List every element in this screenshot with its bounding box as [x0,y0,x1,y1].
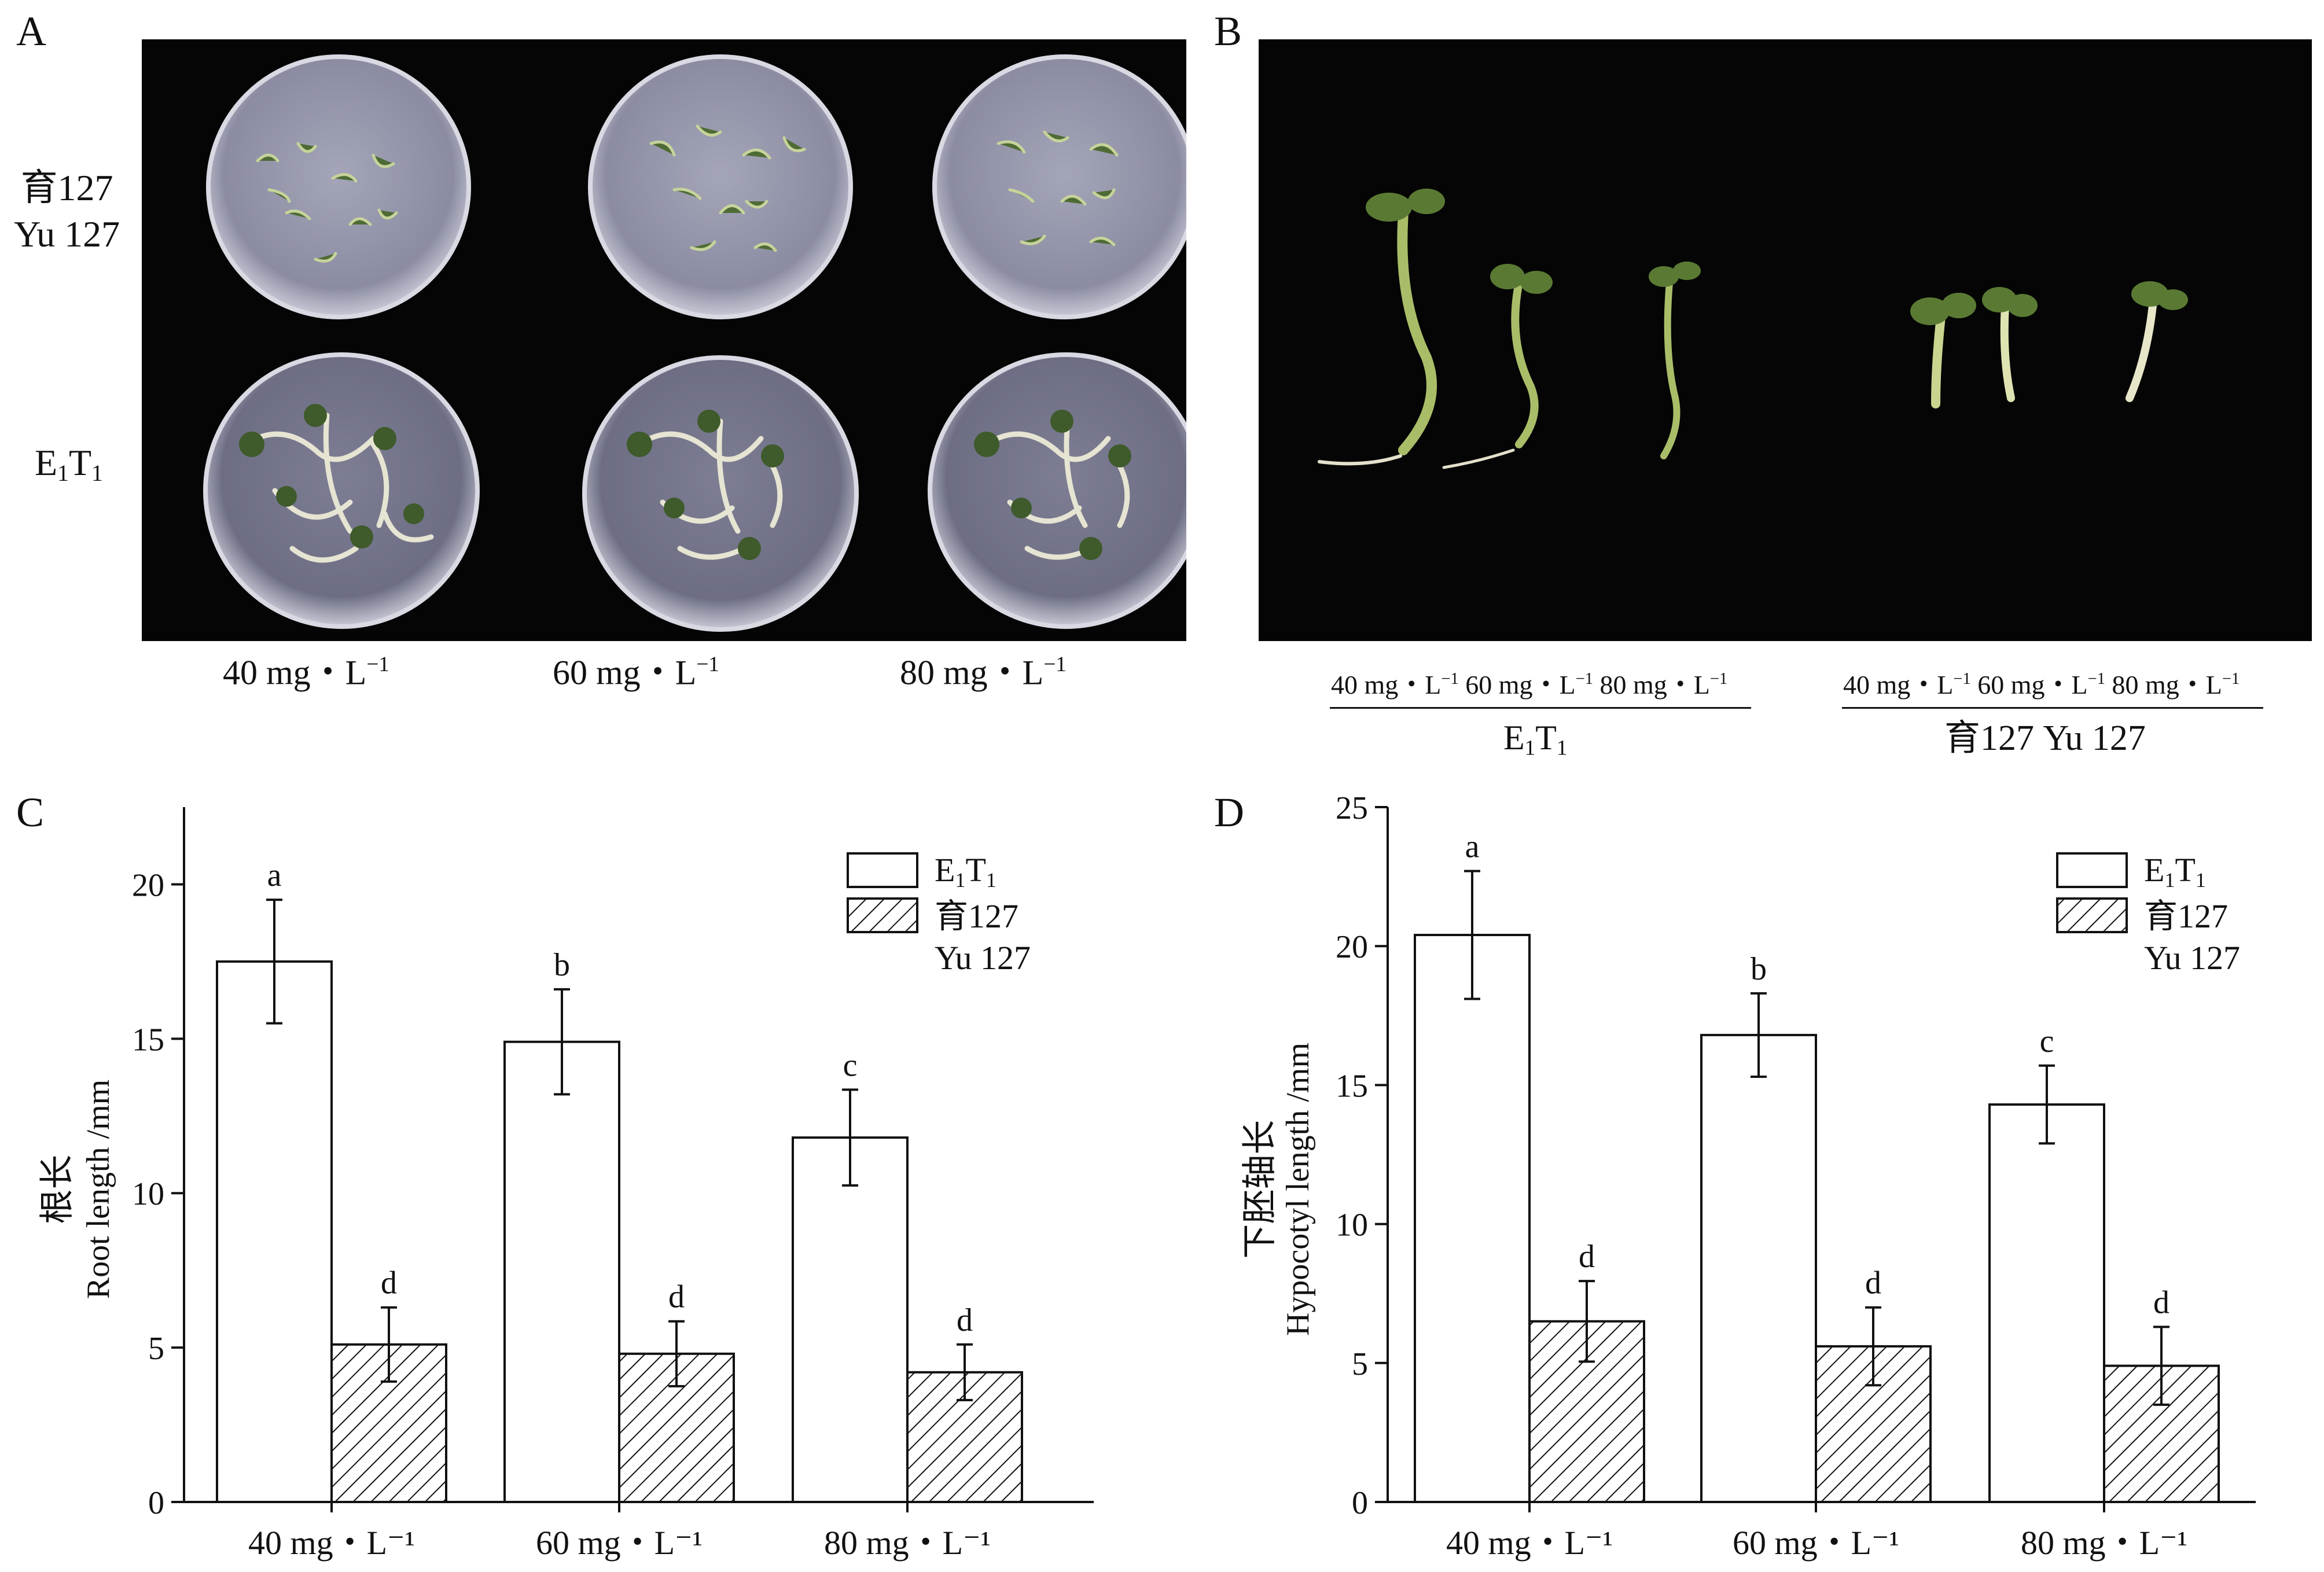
row-e1t1-sub2: 1 [91,460,103,486]
conc-label-a-80: 80 mg・L−1 [900,653,1067,692]
y-tick-label-20: 20 [1336,929,1368,965]
seedlings-bottom [243,413,1130,563]
y-tick-label-0: 0 [1352,1485,1368,1521]
plate-yu-40 [206,54,471,319]
y-axis-label: 根长 Root length /mm [38,1080,116,1299]
bar-e1t1-1 [1700,1033,1817,1503]
legend-swatch-e1t1 [847,852,918,888]
y-tick-label-0: 0 [148,1485,164,1521]
x-tick-label-1: 60 mg・L⁻¹ [536,1524,703,1562]
significance-letter-0-2: c [2040,1024,2054,1059]
row-e1t1-sub1: 1 [57,460,69,486]
legend: E1T1 育127 Yu 127 [2056,851,2240,977]
legend-label-e1t1: E1T1 [935,851,996,892]
conc-labels-b-yu127: 40 mg・L−1 60 mg・L−1 80 mg・L−1 [1843,670,2240,700]
photo-petri-dishes [142,39,1186,641]
plate-e1t1-40 [203,352,480,629]
y-tick-label-5: 5 [1352,1346,1368,1382]
row-label-yu127: 育127 Yu 127 [14,165,120,257]
cotyledons-bottom [239,404,1131,560]
panel-letter-c: C [16,789,45,835]
conc-label-a-60: 60 mg・L−1 [553,653,719,692]
panel-letter-b: B [1214,8,1242,54]
cotyledons-b [1366,189,2188,325]
row-e1t1-e: E [35,442,58,483]
y-tick-label-15: 15 [132,1022,164,1058]
row-label-yu127-en: Yu 127 [14,213,120,255]
legend: E1T1 育127 Yu 127 [847,851,1031,977]
conc-label-a-40: 40 mg・L−1 [223,653,389,692]
significance-letter-1-2: d [2153,1284,2169,1320]
legend-swatch-yu127 [847,897,918,933]
significance-letter-0-0: a [1465,829,1480,864]
legend-swatch-yu127 [2056,897,2128,933]
seedlings-top [256,124,1119,263]
legend-label-yu127-cn: 育127 [2144,897,2228,935]
row-e1t1-t: T [68,442,92,483]
bar-e1t1-2 [792,1136,909,1503]
significance-letter-1-0: d [1579,1239,1595,1275]
legend-label-yu127-en: Yu 127 [2144,939,2240,977]
significance-letter-0-1: b [554,947,570,983]
chart-hypocotyl-length: 0 5 10 15 20 25 下胚轴长 Hypocotyl length /mm a b c d d d… [1241,790,2256,1562]
bar-e1t1-2 [1988,1103,2105,1503]
legend-label-yu127-cn: 育127 [935,897,1018,935]
y-axis-label-en: Hypocotyl length /mm [1280,1043,1316,1336]
y-axis-label-cn: 根长 [38,1155,76,1224]
y-axis-label-en: Root length /mm [80,1080,116,1299]
plate-yu-80 [932,54,1186,319]
seedlings-b [1318,208,2157,469]
conc-labels-b-e1t1: 40 mg・L−1 60 mg・L−1 80 mg・L−1 [1331,670,1728,700]
x-tick-label-2: 80 mg・L⁻¹ [2021,1524,2187,1562]
y-tick-label-10: 10 [1336,1207,1368,1243]
legend-swatch-e1t1 [2056,852,2128,888]
legend-label-yu127-en: Yu 127 [935,939,1031,977]
row-label-yu127-cn: 育127 [20,167,113,208]
significance-letter-1-1: d [668,1279,685,1315]
panel-letter-a: A [16,8,46,54]
bar-e1t1-0 [216,960,333,1503]
group-label-b-yu127: 育127 Yu 127 [1944,719,2146,758]
legend-label-e1t1: E1T1 [2144,851,2206,892]
row-label-e1t1: E1T1 [35,440,103,488]
x-tick-label-0: 40 mg・L⁻¹ [248,1524,415,1562]
seedlings-illustration [1318,189,2188,469]
y-tick-label-25: 25 [1336,790,1368,826]
group-label-b-e1t1: E1T1 [1503,719,1568,760]
panel-letter-d: D [1214,789,1244,835]
x-tick-label-0: 40 mg・L⁻¹ [1446,1524,1613,1562]
bar-e1t1-0 [1414,933,1531,1503]
plate-e1t1-80 [928,352,1186,629]
photo-seedlings [1259,39,2312,641]
significance-letter-1-1: d [1865,1265,1881,1301]
significance-letter-1-2: d [957,1302,973,1338]
significance-letter-0-1: b [1751,951,1767,987]
petri-dishes-illustration [203,54,1186,632]
underline-b-yu127 [1842,707,2263,709]
significance-letter-0-2: c [843,1047,858,1083]
chart-root-length: 0 5 10 15 20 根长 Root length /mm a b c d d d 40 mg・L⁻¹… [38,807,1094,1562]
plate-yu-60 [588,54,853,319]
y-tick-label-5: 5 [148,1331,164,1367]
y-axis-label: 下胚轴长 Hypocotyl length /mm [1241,1043,1316,1336]
significance-letter-1-0: d [381,1265,397,1301]
x-tick-label-2: 80 mg・L⁻¹ [824,1524,991,1562]
y-tick-label-15: 15 [1336,1068,1368,1104]
significance-letter-0-0: a [267,857,282,893]
plate-e1t1-60 [582,355,859,632]
y-tick-label-10: 10 [132,1176,164,1212]
bar-e1t1-1 [503,1040,620,1504]
underline-b-e1t1 [1330,707,1751,709]
y-axis-label-cn: 下胚轴长 [1241,1120,1279,1259]
x-tick-label-1: 60 mg・L⁻¹ [1733,1524,1899,1562]
y-tick-label-20: 20 [132,867,164,903]
